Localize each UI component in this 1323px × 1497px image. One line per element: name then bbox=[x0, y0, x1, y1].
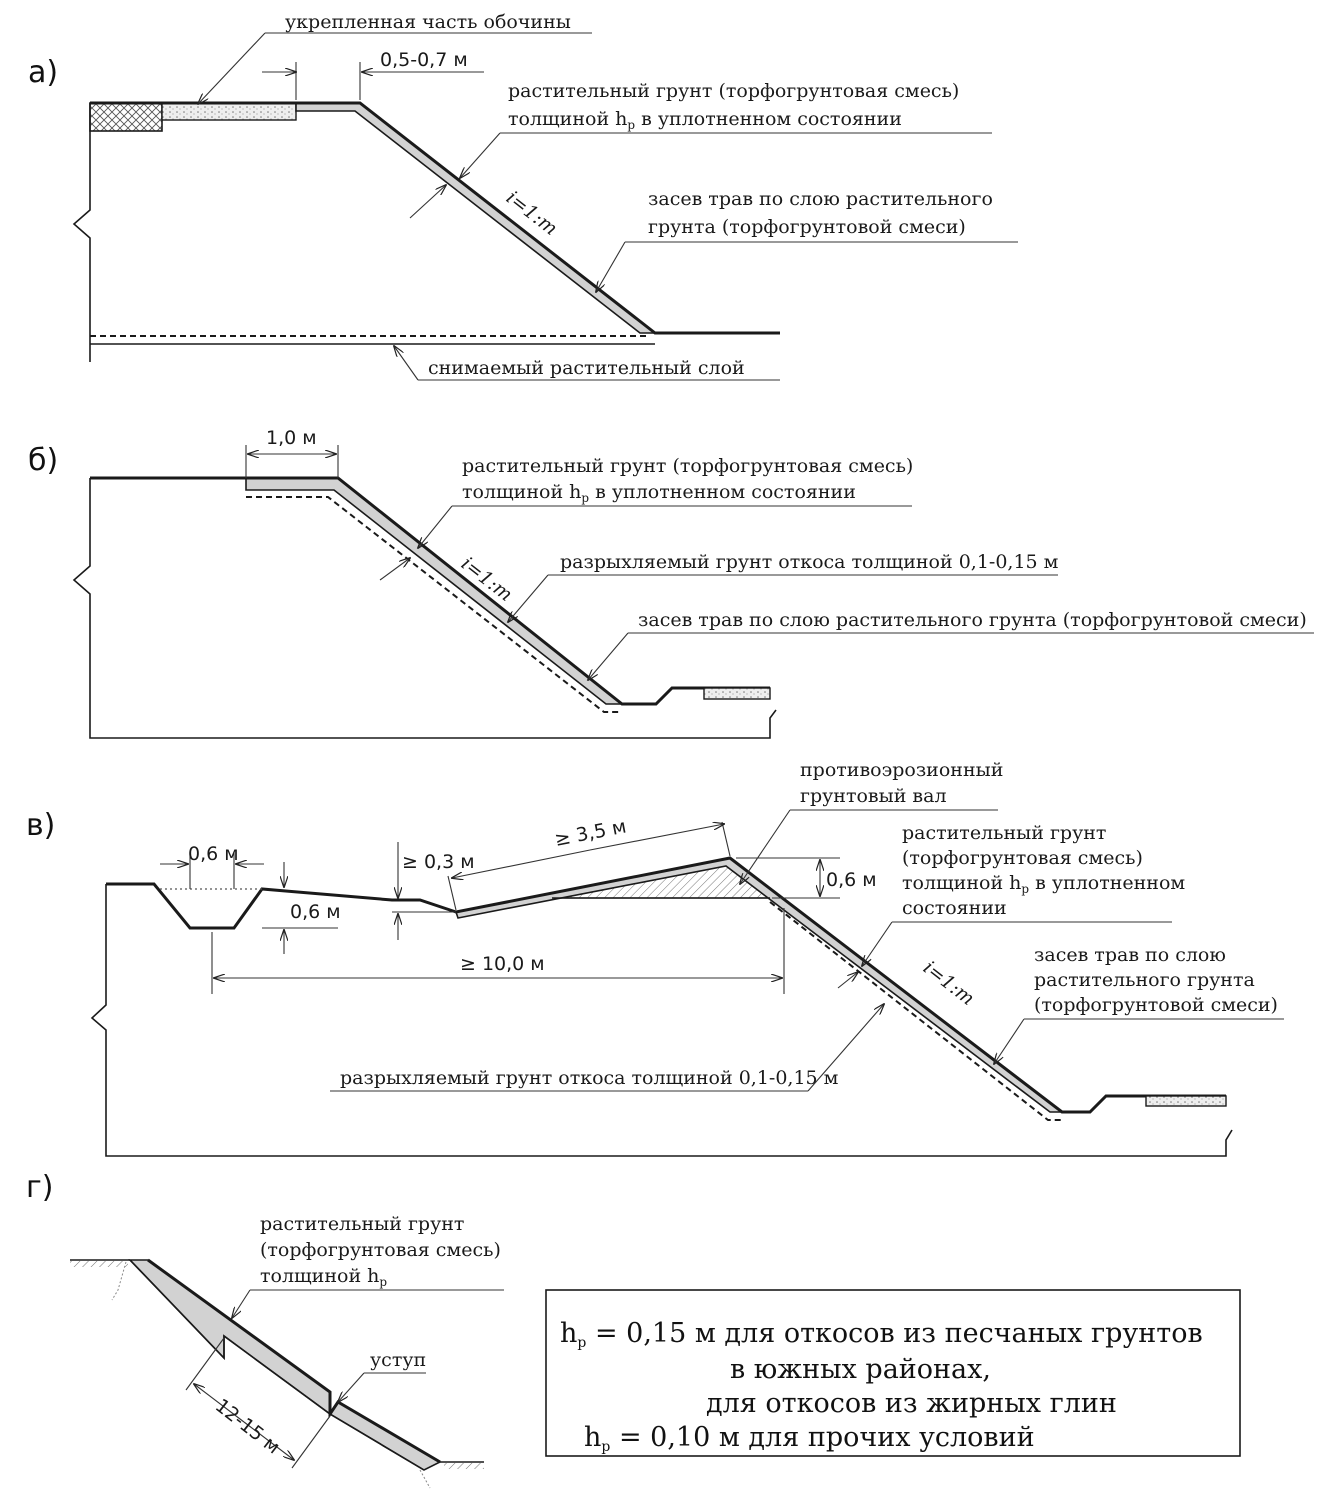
soil-label-c-line3: толщиной hр в уплотненном bbox=[902, 872, 1185, 896]
dim-a-width: 0,5-0,7 м bbox=[380, 49, 468, 71]
dim-ditch-width: 0,6 м bbox=[188, 843, 239, 865]
thickness-arrow-c bbox=[837, 972, 858, 989]
section-c: в) 0,6 м 0,6 м ≥ 0,3 м ≥ 3,5 м bbox=[26, 759, 1284, 1157]
dim-step-length: 12-15 м bbox=[211, 1395, 284, 1459]
loosened-leader-b bbox=[508, 574, 549, 622]
embankment-c-outline bbox=[90, 884, 1233, 1157]
note-line4: hр = 0,10 м для прочих условий bbox=[584, 1422, 1035, 1455]
soil-label-c-line4: состоянии bbox=[902, 897, 1007, 919]
ground-top-hatch bbox=[70, 1261, 128, 1267]
dim-step-arrow-bottom bbox=[243, 1421, 294, 1460]
loosened-label-b: разрыхляемый грунт откоса толщиной 0,1-0… bbox=[560, 551, 1059, 573]
grass-leader bbox=[596, 241, 626, 292]
soil-label-d-line2: (торфогрунтовая смесь) bbox=[260, 1239, 501, 1261]
note-frame bbox=[545, 1289, 1241, 1457]
dim-step-ext-top bbox=[185, 1337, 225, 1391]
berm-leader bbox=[740, 809, 791, 884]
soil-label-b-line1: растительный грунт (торфогрунтовая смесь… bbox=[462, 455, 913, 477]
dim-min-height: ≥ 0,3 м bbox=[402, 851, 475, 873]
loosened-leader-c bbox=[807, 1004, 884, 1092]
dim-berm-arrow-right bbox=[589, 824, 724, 851]
soil-label-c-line1: растительный грунт bbox=[902, 822, 1106, 844]
dim-berm-length: ≥ 3,5 м bbox=[553, 815, 628, 850]
dim-berm-height: 0,6 м bbox=[826, 869, 877, 891]
soil-leader bbox=[460, 132, 501, 178]
ground-surface-c bbox=[106, 856, 1226, 1114]
soil-leader-d bbox=[232, 1289, 251, 1318]
removed-layer-label: снимаемый растительный слой bbox=[428, 357, 745, 379]
reinforced-shoulder bbox=[161, 102, 297, 121]
section-b: б) 1,0 м растительный грунт (торфогрунто… bbox=[28, 427, 1314, 739]
grass-label-c-line1: засев трав по слою bbox=[1034, 944, 1226, 966]
loosened-soil-line-c bbox=[769, 901, 1062, 1121]
soil-label-d-line3: толщиной hр bbox=[260, 1265, 387, 1289]
note-line1: hр = 0,15 м для откосов из песчаных грун… bbox=[560, 1318, 1203, 1351]
embankment-left-edge bbox=[72, 103, 91, 362]
dim-b-width: 1,0 м bbox=[266, 427, 317, 449]
shoulder-label: укрепленная часть обочины bbox=[285, 11, 571, 33]
slope-surface bbox=[296, 101, 780, 335]
note-line3: для откосов из жирных глин bbox=[706, 1388, 1117, 1419]
thickness-arrow-b bbox=[379, 558, 410, 581]
slope-hatch-bottom bbox=[419, 1469, 431, 1489]
grass-label-b: засев трав по слою растительного грунта … bbox=[638, 609, 1307, 631]
slope-hatch-top bbox=[111, 1261, 127, 1301]
vegetation-soil-layer bbox=[295, 102, 658, 334]
soil-label-d-line1: растительный грунт bbox=[260, 1213, 464, 1235]
reinforced-shoulder-b bbox=[703, 687, 771, 700]
dim-step-arrow-top bbox=[194, 1384, 245, 1423]
thickness-arrow-lower bbox=[409, 185, 446, 219]
section-b-letter: б) bbox=[28, 443, 58, 478]
grass-label-line1: засев трав по слою растительного bbox=[648, 188, 993, 210]
berm-label-line2: грунтовый вал bbox=[800, 785, 947, 807]
dim-step-ext-bottom bbox=[291, 1415, 331, 1469]
grass-label-line2: грунта (торфогрунтовой смеси) bbox=[648, 216, 966, 238]
section-c-letter: в) bbox=[26, 808, 55, 843]
shoulder-leader bbox=[198, 32, 266, 104]
slope-ratio-c: i=1:m bbox=[919, 957, 979, 1010]
dim-total-length: ≥ 10,0 м bbox=[460, 953, 545, 975]
soil-label-line2: толщиной hр в уплотненном состоянии bbox=[508, 108, 902, 132]
dim-berm-arrow-left bbox=[452, 849, 591, 878]
dim-ditch-depth: 0,6 м bbox=[290, 901, 341, 923]
soil-label-c-line2: (торфогрунтовая смесь) bbox=[902, 847, 1143, 869]
note-line2: в южных районах, bbox=[730, 1354, 991, 1385]
removed-leader bbox=[394, 346, 419, 381]
grass-label-c-line2: растительного грунта bbox=[1034, 969, 1255, 991]
grass-label-c-line3: (торфогрунтовой смеси) bbox=[1034, 994, 1278, 1016]
berm-label-line1: противоэрозионный bbox=[800, 759, 1003, 781]
slope-surface-b bbox=[90, 476, 770, 706]
step-label: уступ bbox=[370, 1349, 426, 1371]
thickness-note-box: hр = 0,15 м для откосов из песчаных грун… bbox=[545, 1289, 1241, 1457]
soil-leader-b bbox=[418, 505, 453, 548]
dim-berm-ext-left bbox=[447, 875, 457, 911]
loosened-soil-line-b bbox=[246, 496, 622, 713]
reinforced-shoulder-c bbox=[1145, 1095, 1227, 1107]
loosened-label-c: разрыхляемый грунт откоса толщиной 0,1-0… bbox=[340, 1067, 839, 1089]
vegetation-soil-layer-b bbox=[245, 477, 625, 705]
section-d-letter: г) bbox=[26, 1170, 53, 1205]
soil-label-line1: растительный грунт (торфогрунтовая смесь… bbox=[508, 80, 959, 102]
slope-base-d bbox=[129, 1259, 425, 1471]
ground-bottom-hatch bbox=[444, 1463, 484, 1469]
shoulder-edge-block bbox=[89, 102, 163, 132]
section-a: а) укрепленная часть обочины 0,5-0,7 м р… bbox=[28, 11, 1018, 381]
soil-layer-d-lower bbox=[328, 1400, 442, 1471]
soil-label-b-line2: толщиной hр в уплотненном состоянии bbox=[462, 481, 856, 505]
embankment-b-outline bbox=[72, 478, 777, 739]
soil-leader-c bbox=[862, 921, 893, 966]
dim-berm-ext-right bbox=[721, 821, 731, 857]
step-leader bbox=[338, 1372, 365, 1402]
section-d: г) 12-15 м растительный грунт (торфогрун… bbox=[26, 1170, 504, 1489]
grass-leader-b bbox=[588, 632, 629, 680]
section-a-letter: а) bbox=[28, 55, 58, 90]
grass-leader-c bbox=[994, 1018, 1025, 1064]
